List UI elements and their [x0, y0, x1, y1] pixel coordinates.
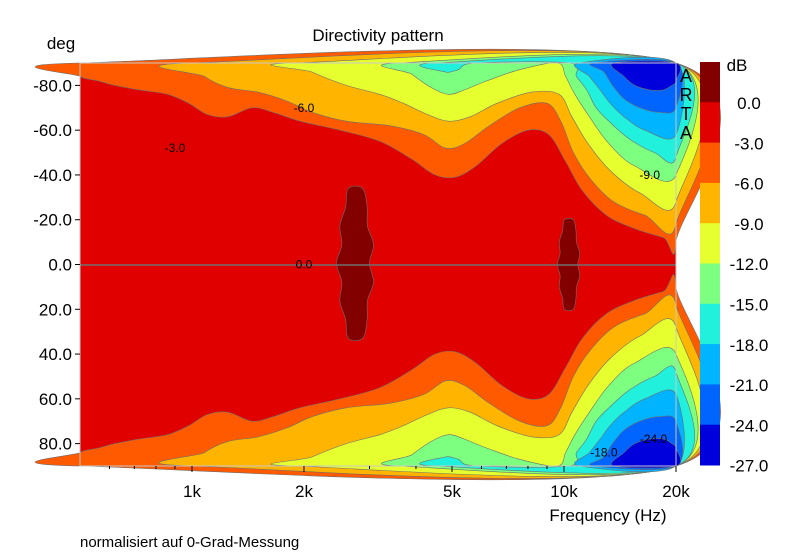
colorbar-swatch-8	[700, 384, 720, 426]
y-tick-label-8: 80.0	[39, 435, 72, 454]
watermark-letter-3: A	[680, 123, 692, 143]
colorbar-label-9: -27.0	[730, 457, 769, 476]
colorbar-label-5: -15.0	[730, 296, 769, 315]
plot-area: -3.0 -6.0 0.0 -9.0 -18.0 -24.0	[34, 48, 721, 481]
y-axis-label: deg	[47, 34, 75, 53]
contour-label-6: -24.0	[640, 432, 668, 446]
y-tick-label-1: -60.0	[33, 121, 72, 140]
colorbar: 0.0 -3.0 -6.0 -9.0 -12.0 -15.0 -18.0 -21.0 -24.0…	[700, 62, 768, 476]
chart-title: Directivity pattern	[312, 26, 443, 45]
contour-bands	[34, 48, 721, 481]
contour-label-1: -3.0	[165, 141, 186, 155]
y-tick-label-3: -20.0	[33, 211, 72, 230]
contour-labels: -3.0 -6.0 0.0 -9.0 -18.0 -24.0	[165, 101, 668, 460]
contour-band-27db-bottom	[610, 438, 682, 469]
watermark-letter-2: T	[681, 104, 692, 124]
zero-db-lobe-1	[336, 185, 374, 342]
colorbar-swatch-9	[700, 424, 720, 466]
x-tick-label-4: 20k	[662, 482, 690, 501]
y-tick-label-7: 60.0	[39, 390, 72, 409]
colorbar-swatch-4	[700, 223, 720, 264]
colorbar-label-1: -3.0	[734, 134, 763, 153]
colorbar-swatch-6	[700, 303, 720, 345]
colorbar-unit: dB	[727, 56, 748, 75]
colorbar-swatch-0	[700, 62, 720, 103]
colorbar-label-7: -21.0	[730, 376, 769, 395]
contour-label-5: -18.0	[590, 446, 618, 460]
colorbar-label-4: -12.0	[730, 255, 769, 274]
y-ticks: -80.0 -60.0 -40.0 -20.0 0.0 20.0 40.0 60.0 80.0	[33, 76, 80, 454]
x-tick-label-3: 10k	[550, 482, 578, 501]
footnote: normalisiert auf 0-Grad-Messung	[80, 534, 299, 551]
colorbar-label-3: -9.0	[734, 215, 763, 234]
contour-label-4: -9.0	[639, 168, 660, 182]
colorbar-swatch-1	[700, 102, 720, 144]
colorbar-swatch-5	[700, 263, 720, 305]
y-tick-label-5: 20.0	[39, 300, 72, 319]
y-tick-label-6: 40.0	[39, 345, 72, 364]
x-axis-label: Frequency (Hz)	[549, 506, 666, 525]
colorbar-label-0: 0.0	[737, 94, 761, 113]
colorbar-swatch-3	[700, 182, 720, 224]
contour-band-27db-top	[610, 60, 682, 91]
colorbar-label-6: -18.0	[730, 336, 769, 355]
x-tick-label-0: 1k	[183, 482, 201, 501]
y-tick-label-0: -80.0	[33, 76, 72, 95]
y-tick-label-4: 0.0	[48, 256, 72, 275]
watermark-letter-0: A	[680, 66, 692, 86]
x-tick-label-1: 2k	[295, 482, 313, 501]
colorbar-swatch-7	[700, 344, 720, 385]
x-tick-label-2: 5k	[443, 482, 461, 501]
watermark-letter-1: R	[680, 85, 693, 105]
contour-label-3: 0.0	[296, 258, 313, 272]
x-ticks: 1k 2k 5k 10k 20k	[108, 466, 690, 501]
contour-label-2: -6.0	[294, 101, 315, 115]
y-tick-label-2: -40.0	[33, 166, 72, 185]
colorbar-label-2: -6.0	[734, 175, 763, 194]
colorbar-label-8: -24.0	[730, 416, 769, 435]
colorbar-swatch-2	[700, 142, 720, 184]
